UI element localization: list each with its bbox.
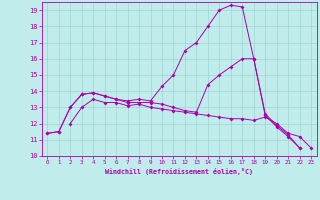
X-axis label: Windchill (Refroidissement éolien,°C): Windchill (Refroidissement éolien,°C) xyxy=(105,168,253,175)
